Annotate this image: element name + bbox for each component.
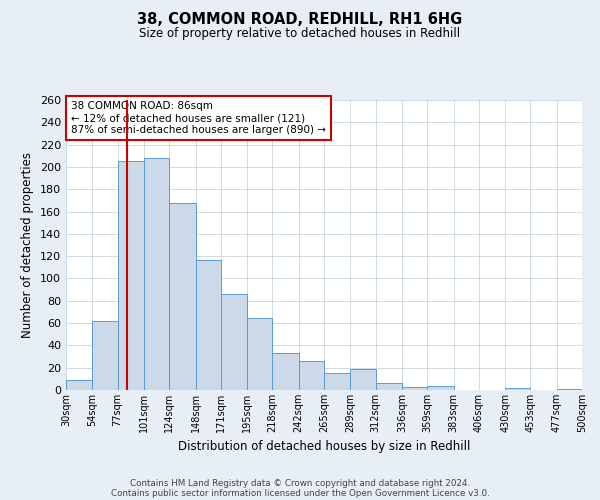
Bar — [505, 388, 530, 390]
Bar — [118, 162, 144, 390]
Y-axis label: Number of detached properties: Number of detached properties — [22, 152, 34, 338]
Bar — [169, 202, 196, 390]
X-axis label: Distribution of detached houses by size in Redhill: Distribution of detached houses by size … — [178, 440, 470, 454]
Text: Contains HM Land Registry data © Crown copyright and database right 2024.: Contains HM Land Registry data © Crown c… — [130, 478, 470, 488]
Bar — [144, 158, 169, 390]
Bar — [92, 321, 118, 390]
Bar — [402, 386, 427, 390]
Bar — [196, 260, 221, 390]
Text: Size of property relative to detached houses in Redhill: Size of property relative to detached ho… — [139, 28, 461, 40]
Bar — [247, 318, 272, 390]
Bar — [221, 294, 247, 390]
Bar — [272, 353, 299, 390]
Bar — [350, 369, 376, 390]
Text: 38, COMMON ROAD, REDHILL, RH1 6HG: 38, COMMON ROAD, REDHILL, RH1 6HG — [137, 12, 463, 28]
Text: Contains public sector information licensed under the Open Government Licence v3: Contains public sector information licen… — [110, 488, 490, 498]
Bar — [557, 389, 582, 390]
Bar — [66, 380, 92, 390]
Bar — [427, 386, 454, 390]
Text: 38 COMMON ROAD: 86sqm
← 12% of detached houses are smaller (121)
87% of semi-det: 38 COMMON ROAD: 86sqm ← 12% of detached … — [71, 102, 326, 134]
Bar — [376, 384, 402, 390]
Bar — [299, 361, 324, 390]
Bar — [324, 374, 350, 390]
